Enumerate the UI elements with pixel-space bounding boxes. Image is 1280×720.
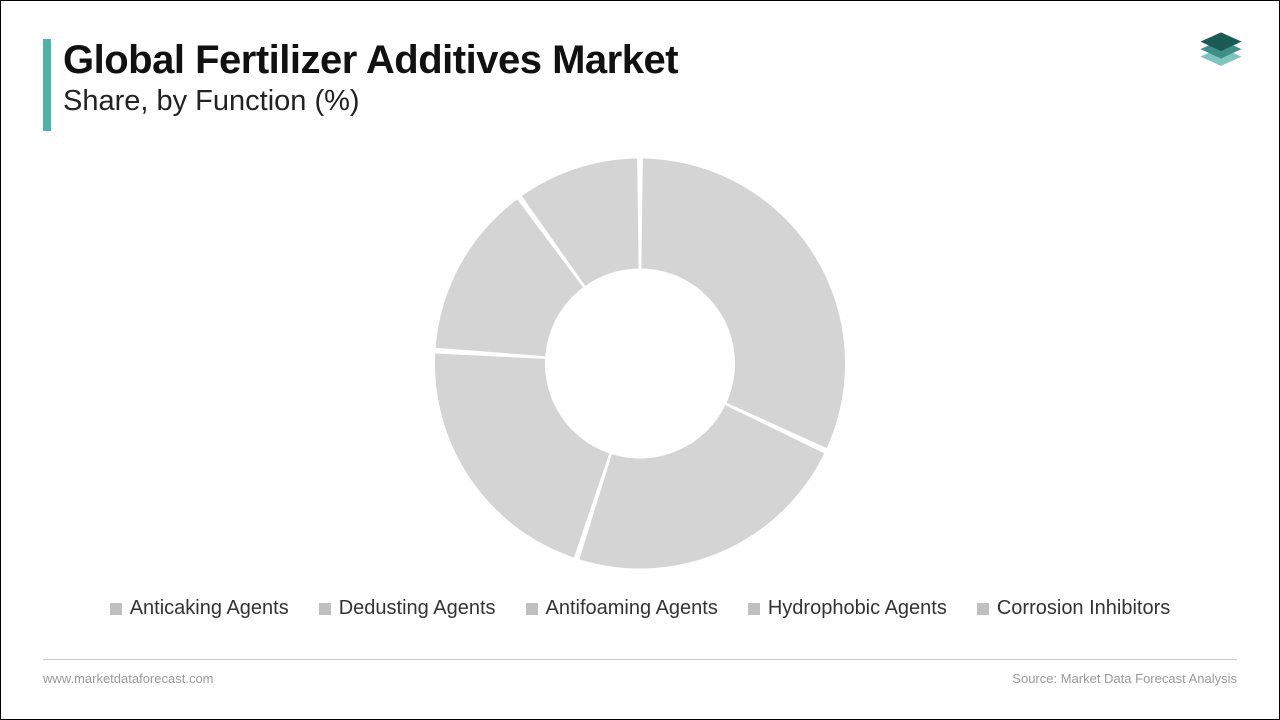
legend-swatch-icon [319, 603, 331, 615]
legend-label: Antifoaming Agents [546, 597, 718, 620]
legend-label: Anticaking Agents [130, 597, 289, 620]
stack-icon [1193, 23, 1249, 79]
chart-legend: Anticaking Agents Dedusting Agents Antifoa… [1, 597, 1279, 620]
footer-source: Source: Market Data Forecast Analysis [1012, 671, 1237, 686]
legend-swatch-icon [977, 603, 989, 615]
legend-item: Hydrophobic Agents [748, 597, 947, 620]
legend-label: Dedusting Agents [339, 597, 496, 620]
legend-label: Hydrophobic Agents [768, 597, 947, 620]
page: Global Fertilizer Additives Market Share… [0, 0, 1280, 720]
title-accent-bar [43, 39, 51, 131]
footer-url: www.marketdataforecast.com [43, 671, 214, 686]
legend-item: Antifoaming Agents [526, 597, 718, 620]
donut-chart [430, 154, 850, 579]
legend-item: Dedusting Agents [319, 597, 496, 620]
legend-label: Corrosion Inhibitors [997, 597, 1170, 620]
header-block: Global Fertilizer Additives Market Share… [43, 39, 678, 118]
page-subtitle: Share, by Function (%) [63, 85, 678, 118]
page-title: Global Fertilizer Additives Market [63, 39, 678, 81]
donut-segment [435, 353, 609, 557]
title-text-group: Global Fertilizer Additives Market Share… [43, 39, 678, 118]
footer-divider [43, 659, 1237, 660]
donut-segment [641, 159, 845, 449]
donut-svg [430, 154, 850, 574]
legend-swatch-icon [748, 603, 760, 615]
legend-swatch-icon [526, 603, 538, 615]
legend-item: Anticaking Agents [110, 597, 289, 620]
legend-item: Corrosion Inhibitors [977, 597, 1170, 620]
brand-logo [1193, 23, 1249, 79]
legend-swatch-icon [110, 603, 122, 615]
